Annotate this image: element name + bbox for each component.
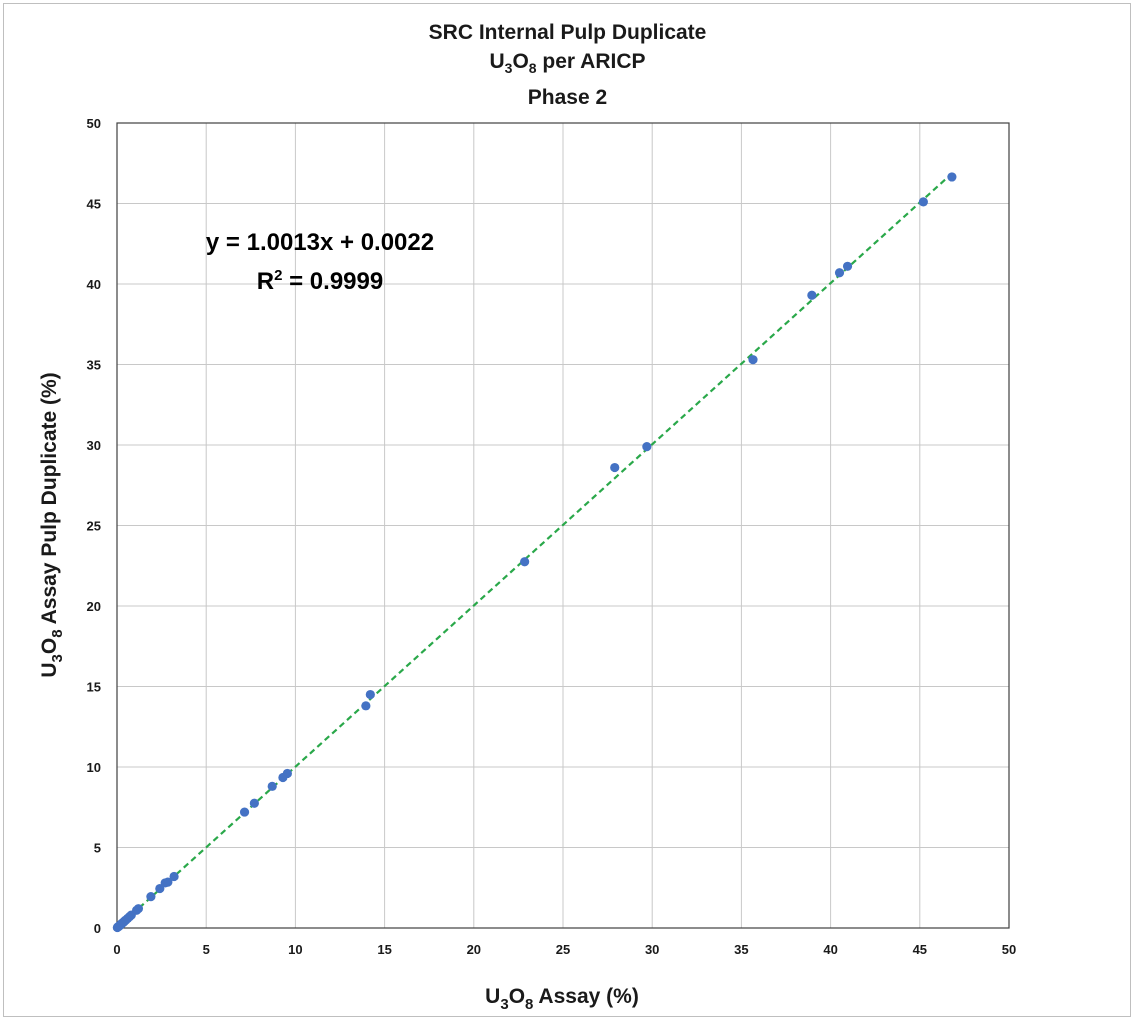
chart-title-line-2-sub2: 8 xyxy=(528,60,537,77)
y-axis-title-suffix: Assay Pulp Duplicate (%) xyxy=(38,372,61,629)
chart-title: SRC Internal Pulp Duplicate U3O8 per ARI… xyxy=(0,18,1135,112)
r-squared-label: R2 = 0.9999 xyxy=(257,267,383,295)
x-tick-label: 15 xyxy=(377,942,391,957)
r-squared-prefix: R xyxy=(257,268,274,295)
y-tick-label: 5 xyxy=(94,841,101,856)
data-point xyxy=(610,462,620,473)
x-axis-title-sub2: 8 xyxy=(525,996,533,1013)
r-squared-suffix: = 0.9999 xyxy=(282,268,383,295)
chart-title-line-2-prefix: U xyxy=(489,50,505,73)
y-axis-title-sub1: 3 xyxy=(49,654,66,662)
y-tick-label: 30 xyxy=(87,438,101,453)
data-point xyxy=(133,904,144,914)
data-point xyxy=(918,197,928,207)
x-tick-label: 25 xyxy=(556,942,570,957)
x-tick-label: 20 xyxy=(467,942,481,957)
x-tick-label: 10 xyxy=(288,942,302,957)
x-tick-label: 50 xyxy=(1002,942,1016,957)
x-tick-label: 45 xyxy=(913,942,927,957)
x-tick-label: 0 xyxy=(113,942,120,957)
plot-area-border xyxy=(116,122,1010,929)
tick-labels: 0 5 10 15 20 25 30 35 40 45 50 0 5 10 15 20 25 30 35 40 45 50 xyxy=(87,116,1017,957)
y-axis-title-sub2: 8 xyxy=(49,629,66,637)
r-squared-sup: 2 xyxy=(274,267,282,284)
chart-title-line-1: SRC Internal Pulp Duplicate xyxy=(428,21,707,44)
chart-title-line-3: Phase 2 xyxy=(527,86,608,110)
y-axis-title-mid: O xyxy=(38,638,61,654)
trendline xyxy=(116,172,953,929)
data-point xyxy=(163,877,173,887)
y-tick-label: 25 xyxy=(87,519,101,534)
data-point xyxy=(146,892,156,902)
data-point xyxy=(807,290,817,300)
data-point xyxy=(267,781,277,791)
data-point xyxy=(748,355,758,365)
x-axis-title-suffix: Assay (%) xyxy=(533,985,638,1008)
data-point xyxy=(642,442,652,452)
y-tick-label: 10 xyxy=(87,760,101,775)
y-tick-label: 45 xyxy=(87,197,101,212)
data-point xyxy=(834,268,845,278)
y-tick-label: 15 xyxy=(87,680,101,695)
y-axis-title: U3O8 Assay Pulp Duplicate (%) xyxy=(38,372,66,677)
trendline-equation: y = 1.0013x + 0.0022 xyxy=(206,229,434,256)
data-point xyxy=(239,807,250,817)
y-tick-label: 40 xyxy=(87,277,101,292)
y-tick-label: 20 xyxy=(87,599,101,614)
chart-title-line-2-sub1: 3 xyxy=(504,60,513,77)
x-tick-label: 5 xyxy=(203,942,210,957)
x-tick-label: 40 xyxy=(823,942,837,957)
data-point xyxy=(361,701,371,711)
data-point xyxy=(365,689,375,700)
y-tick-label: 35 xyxy=(87,358,101,373)
chart-title-line-2: U3O8 per ARICP xyxy=(0,47,1135,83)
y-tick-label: 0 xyxy=(94,921,101,936)
x-axis-title-mid: O xyxy=(509,985,525,1008)
x-tick-label: 35 xyxy=(734,942,748,957)
data-point xyxy=(520,557,530,567)
x-axis-title: U3O8 Assay (%) xyxy=(485,985,639,1013)
data-point xyxy=(842,261,853,271)
x-axis-title-prefix: U xyxy=(485,985,500,1008)
x-tick-label: 30 xyxy=(645,942,659,957)
x-axis-title-sub1: 3 xyxy=(500,996,508,1013)
chart-title-line-2-mid: O xyxy=(512,50,529,73)
data-points xyxy=(112,172,957,933)
data-point xyxy=(249,798,259,808)
y-tick-label: 50 xyxy=(87,116,101,131)
data-point xyxy=(282,768,292,779)
y-axis-title-prefix: U xyxy=(38,662,61,677)
gridlines xyxy=(117,123,1009,928)
chart-title-line-2-suffix: per ARICP xyxy=(536,50,646,73)
data-point xyxy=(169,871,179,882)
data-point xyxy=(947,172,957,182)
